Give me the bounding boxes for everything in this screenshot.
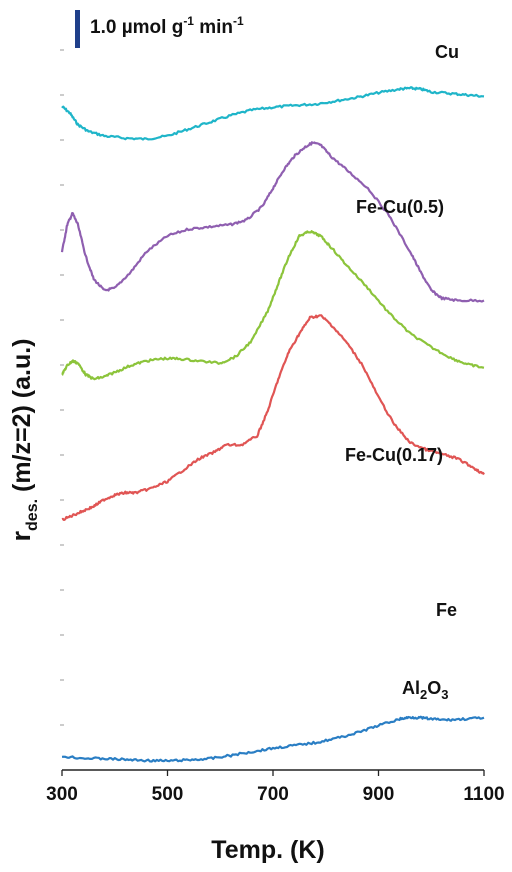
x-tick-label: 700 (257, 784, 289, 805)
x-tick-label: 300 (46, 784, 78, 805)
series-line-fe-cu-0-5 (60, 141, 485, 303)
series-label-fe-cu-0.5: Fe-Cu(0.5) (356, 197, 444, 217)
y-axis-title: rdes. (m/z=2) (a.u.) (6, 339, 41, 542)
x-tick-label: 1100 (463, 784, 504, 805)
series-line-al-o (61, 715, 485, 763)
scale-bar-label: 1.0 µmol g-1 min-1 (90, 14, 244, 38)
series-label-cu: Cu (435, 42, 459, 62)
x-axis-title: Temp. (K) (211, 836, 324, 864)
plot-area: 300 500 700 900 1100 (46, 49, 505, 805)
series-line-fe (61, 314, 485, 521)
scale-bar (75, 10, 80, 48)
series-label-fe: Fe (436, 600, 457, 620)
x-tick-label: 500 (152, 784, 184, 805)
series-lines (60, 86, 485, 763)
y-axis-ticks (60, 49, 64, 726)
series-label-al2o3: Al2O3 (402, 678, 448, 702)
series-label-fe-cu-0.17: Fe-Cu(0.17) (345, 445, 443, 465)
series-line-cu (61, 86, 485, 141)
x-axis-ticks: 300 500 700 900 1100 (46, 770, 505, 805)
x-tick-label: 900 (363, 784, 395, 805)
series-line-fe-cu-0-17 (61, 230, 485, 381)
